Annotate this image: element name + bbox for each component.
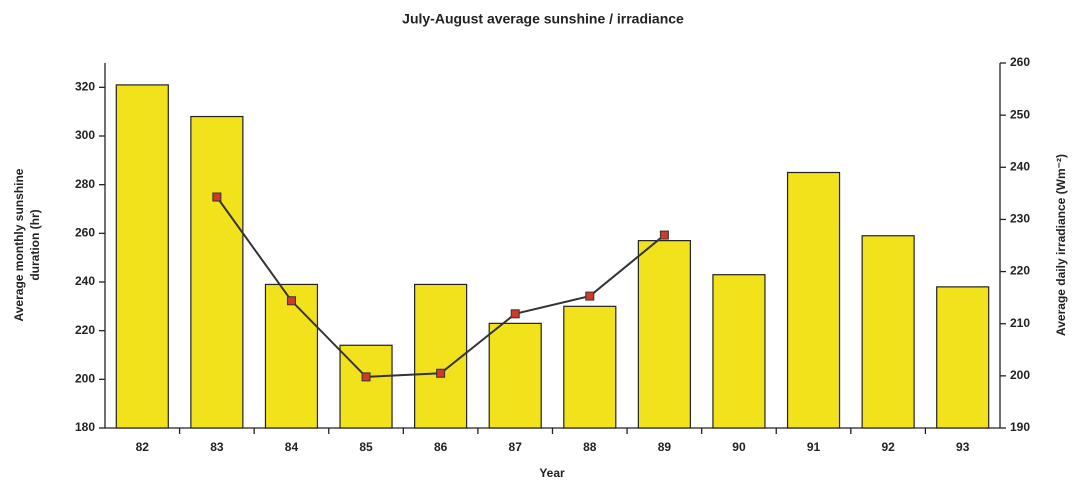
bar [563, 305, 617, 429]
marker [436, 368, 446, 378]
bar [861, 235, 915, 429]
y-tick-label: 240 [75, 274, 95, 288]
bar [488, 322, 542, 429]
y-tick-label: 220 [75, 323, 95, 337]
bar [712, 274, 766, 429]
marker [585, 291, 595, 301]
bar [190, 115, 244, 429]
x-tick-label: 91 [807, 440, 821, 454]
y2-tick-label: 220 [1010, 264, 1030, 278]
marker [361, 372, 371, 382]
y-tick-label: 320 [75, 80, 95, 94]
x-tick-label: 89 [658, 440, 672, 454]
bar [264, 283, 319, 429]
bar [115, 84, 169, 429]
x-tick-label: 88 [583, 440, 597, 454]
y-tick-label: 280 [75, 177, 95, 191]
x-tick-label: 83 [210, 440, 224, 454]
y-tick-label: 300 [75, 128, 95, 142]
x-axis-label: Year [539, 466, 565, 480]
y-axis-label: duration (hr) [28, 209, 42, 280]
x-tick-label: 93 [956, 440, 970, 454]
y2-tick-label: 230 [1010, 212, 1030, 226]
y2-tick-label: 210 [1010, 316, 1030, 330]
marker [286, 296, 296, 306]
y-tick-label: 180 [75, 420, 95, 434]
bar [637, 240, 691, 429]
x-tick-label: 90 [732, 440, 746, 454]
x-tick-label: 82 [136, 440, 150, 454]
y2-tick-label: 260 [1010, 55, 1030, 69]
y2-axis-label: Average daily irradiance (Wm⁻²) [1054, 154, 1068, 336]
x-tick-label: 84 [285, 440, 299, 454]
y2-tick-label: 200 [1010, 368, 1030, 382]
x-tick-label: 87 [509, 440, 523, 454]
marker [510, 309, 520, 319]
y2-tick-label: 240 [1010, 159, 1030, 173]
y-tick-label: 200 [75, 372, 95, 386]
y2-tick-label: 190 [1010, 420, 1030, 434]
marker [212, 192, 222, 202]
x-tick-label: 86 [434, 440, 448, 454]
x-tick-label: 85 [359, 440, 373, 454]
bar [786, 171, 841, 429]
chart-title: July-August average sunshine / irradianc… [402, 11, 684, 27]
bar [414, 283, 468, 429]
marker [659, 230, 669, 240]
y-tick-label: 260 [75, 226, 95, 240]
bar [936, 286, 990, 429]
x-tick-label: 92 [881, 440, 895, 454]
y-axis-label: Average monthly sunshine [12, 168, 26, 321]
y2-tick-label: 250 [1010, 107, 1030, 121]
